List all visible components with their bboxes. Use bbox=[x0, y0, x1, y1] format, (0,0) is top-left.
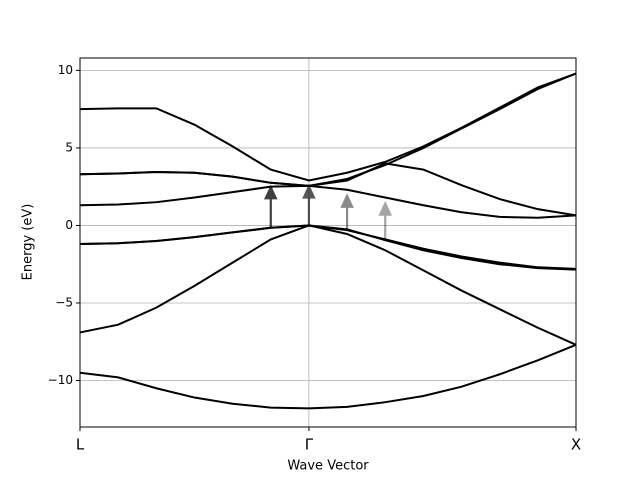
y-tick-label: 0 bbox=[65, 218, 73, 232]
band-line bbox=[79, 224, 577, 270]
y-axis-label: Energy (eV) bbox=[21, 204, 36, 281]
transition-arrow bbox=[263, 184, 278, 228]
plot-frame bbox=[79, 57, 577, 428]
band-line bbox=[79, 72, 577, 187]
y-tick-label: −10 bbox=[48, 373, 73, 387]
band-line bbox=[79, 224, 577, 271]
y-tick-label: 5 bbox=[65, 140, 73, 154]
transition-arrow bbox=[378, 200, 393, 240]
y-tick-label: 10 bbox=[58, 63, 73, 77]
band-line bbox=[79, 343, 577, 410]
band-line bbox=[79, 184, 577, 219]
arrow-head bbox=[340, 193, 354, 208]
x-tick-label: Γ bbox=[305, 436, 314, 454]
arrow-head bbox=[378, 200, 393, 216]
transition-arrow bbox=[302, 183, 316, 226]
y-tick-label: −5 bbox=[55, 295, 73, 309]
x-axis-label: Wave Vector bbox=[287, 459, 369, 474]
band-line bbox=[79, 224, 577, 346]
transition-arrow bbox=[340, 193, 354, 231]
band-line bbox=[79, 72, 577, 182]
arrow-head bbox=[302, 183, 316, 199]
x-tick-label: X bbox=[571, 436, 581, 454]
x-tick-label: L bbox=[76, 436, 85, 454]
arrow-head bbox=[263, 184, 278, 200]
